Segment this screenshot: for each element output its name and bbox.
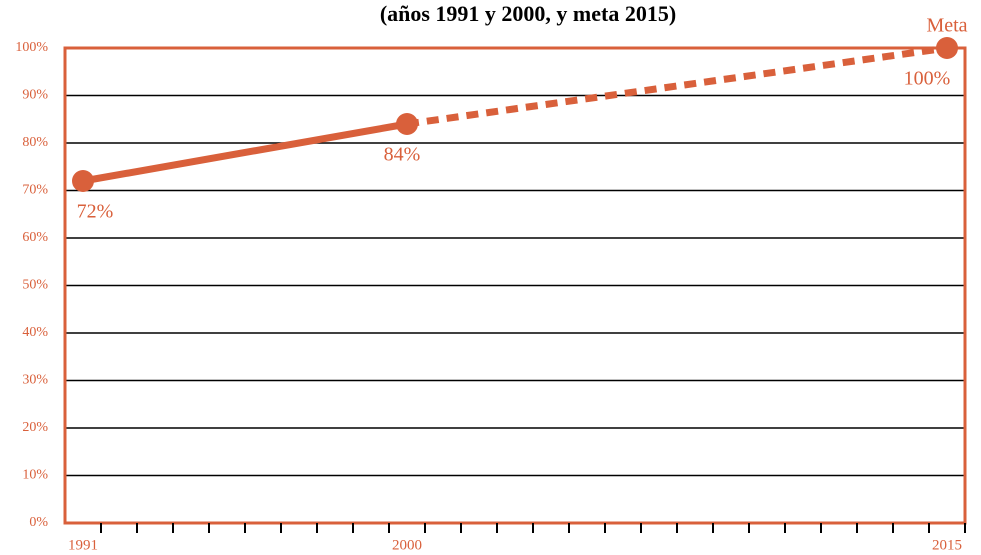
point (72, 170, 94, 192)
y-tick-label: 50% (22, 278, 48, 293)
y-tick-label: 100% (15, 40, 48, 55)
x-tick-label: 1991 (68, 537, 98, 553)
point (936, 37, 958, 59)
annotation: Meta (926, 15, 967, 37)
x-tick-label: 2000 (392, 537, 422, 553)
y-tick-label: 70% (22, 183, 48, 198)
data-label: 84% (384, 144, 421, 166)
y-tick-label: 60% (22, 230, 48, 245)
y-tick-label: 20% (22, 420, 48, 435)
y-tick-label: 30% (22, 373, 48, 388)
data-label: 100% (904, 68, 951, 90)
line-segment (82, 120, 408, 185)
point (396, 113, 418, 135)
chart-title: (años 1991 y 2000, y meta 2015) (380, 1, 676, 26)
data-label: 72% (77, 201, 114, 223)
line-segment (406, 44, 948, 128)
y-tick-label: 0% (29, 515, 48, 530)
y-tick-label: 10% (22, 468, 48, 483)
y-tick-label: 40% (22, 325, 48, 340)
y-tick-label: 80% (22, 135, 48, 150)
y-tick-label: 90% (22, 88, 48, 103)
x-tick-label: 2015 (932, 537, 962, 553)
plot-frame (63, 46, 967, 525)
